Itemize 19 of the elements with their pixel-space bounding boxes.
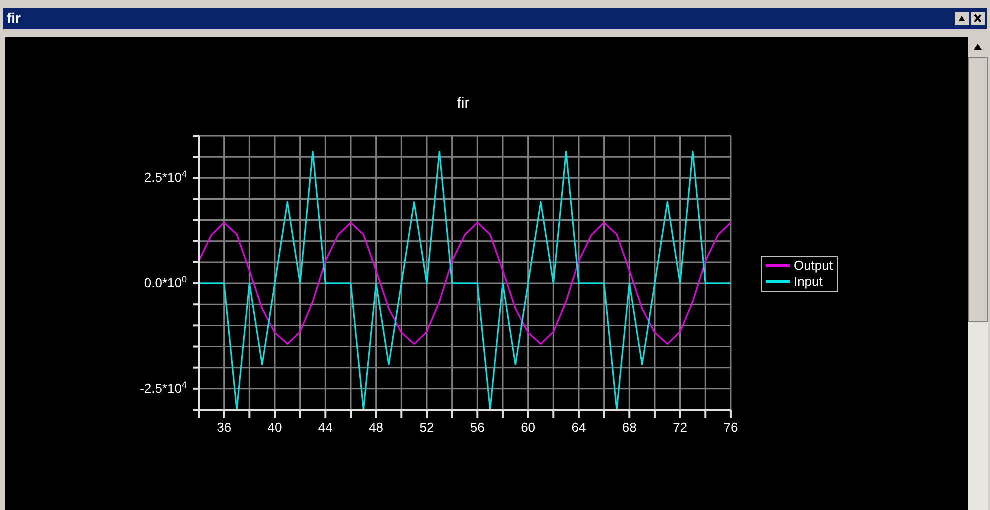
x-tick-label: 60 xyxy=(521,420,536,435)
y-tick-label: 2.5*10$^{4}$ xyxy=(144,169,187,186)
y-tick-label: -2.5*10$^{4}$ xyxy=(140,380,187,396)
y-tick-label: 0.0*10$^{0}$ xyxy=(144,274,187,291)
x-tick-label: 68 xyxy=(622,420,637,435)
chart-title: fir xyxy=(456,95,471,112)
line-series xyxy=(199,222,731,345)
x-tick-label: 72 xyxy=(673,420,688,435)
x-tick-label: 36 xyxy=(217,420,232,435)
legend-label: Input xyxy=(794,274,823,289)
x-tick-label: 56 xyxy=(470,420,485,435)
legend-label: Output xyxy=(794,258,833,273)
x-tick-label: 64 xyxy=(572,420,586,435)
x-tick-label: 44 xyxy=(318,420,333,435)
window-title-bar: fir xyxy=(3,8,987,29)
x-tick-label: 76 xyxy=(724,420,738,435)
x-tick-label: 40 xyxy=(268,420,282,435)
x-tick-label: 52 xyxy=(420,420,434,435)
x-tick-label: 48 xyxy=(369,420,384,435)
